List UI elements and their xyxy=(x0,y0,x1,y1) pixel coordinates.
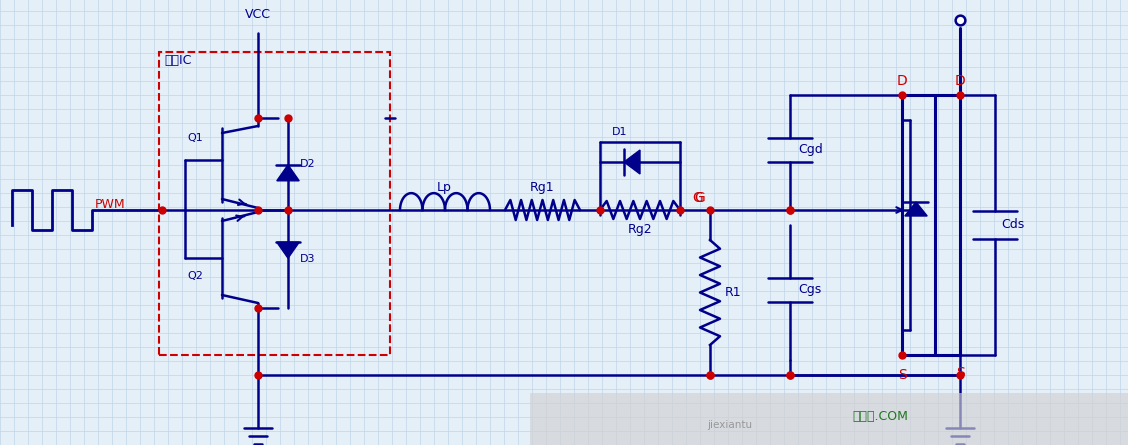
Bar xyxy=(530,393,1128,445)
Text: Q1: Q1 xyxy=(187,133,203,143)
Text: jiexiantu: jiexiantu xyxy=(707,420,752,430)
Text: G: G xyxy=(693,191,704,205)
Text: Cds: Cds xyxy=(1001,218,1024,231)
Text: 驱动IC: 驱动IC xyxy=(164,53,192,66)
Text: D2: D2 xyxy=(300,159,316,169)
Text: 接线图.COM: 接线图.COM xyxy=(852,410,908,424)
Text: G: G xyxy=(695,191,705,205)
Text: PWM: PWM xyxy=(95,198,125,211)
Polygon shape xyxy=(905,202,927,216)
Text: Lp: Lp xyxy=(437,182,452,194)
Text: S: S xyxy=(898,368,907,382)
Polygon shape xyxy=(276,242,299,258)
Text: D3: D3 xyxy=(300,254,316,264)
Bar xyxy=(159,52,390,355)
Text: Rg2: Rg2 xyxy=(628,223,653,236)
Text: Q2: Q2 xyxy=(187,271,203,281)
Text: D: D xyxy=(954,74,966,88)
Text: D1: D1 xyxy=(613,127,627,137)
Text: Cgd: Cgd xyxy=(797,143,822,157)
Text: Cgs: Cgs xyxy=(797,283,821,296)
Text: VCC: VCC xyxy=(245,8,271,21)
Polygon shape xyxy=(624,150,640,174)
Polygon shape xyxy=(276,165,299,181)
Text: R1: R1 xyxy=(725,286,741,299)
Text: D: D xyxy=(897,74,907,88)
Text: Rg1: Rg1 xyxy=(530,182,555,194)
Text: S: S xyxy=(955,366,964,380)
